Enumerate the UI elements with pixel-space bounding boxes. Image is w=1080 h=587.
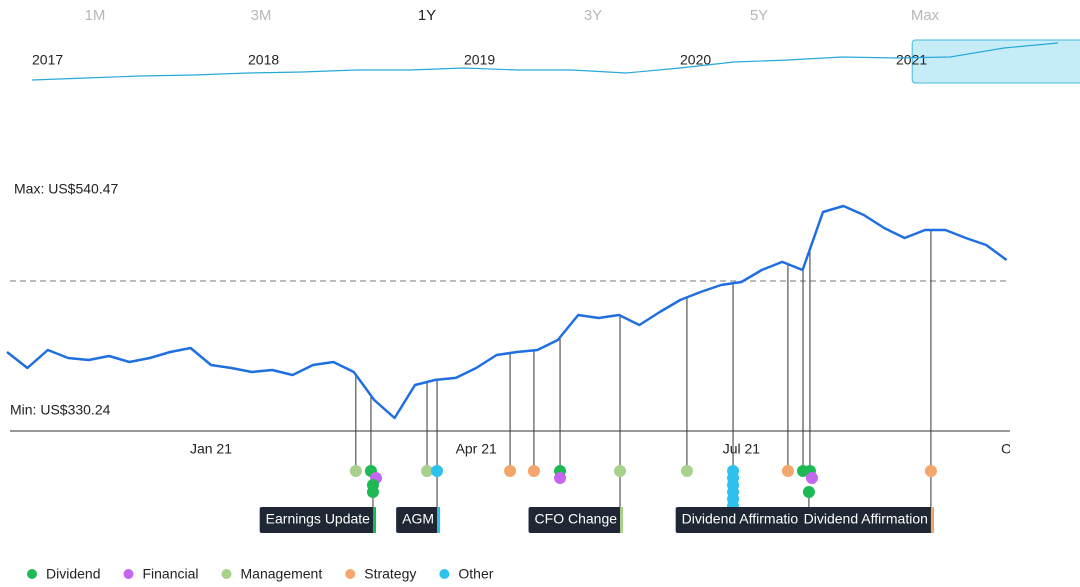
price-line xyxy=(31,42,1059,81)
event-label[interactable]: Dividend Affirmation xyxy=(797,507,934,533)
year-label: 2018 xyxy=(248,52,279,68)
min-label: Min: US$330.24 xyxy=(10,402,111,418)
label-text: CFO Change xyxy=(535,511,618,527)
label-bar xyxy=(930,507,934,533)
year-label: 2020 xyxy=(680,52,711,68)
label-box xyxy=(675,507,812,533)
range-button[interactable]: 1Y xyxy=(418,7,436,24)
legend-label[interactable]: Dividend xyxy=(46,566,100,582)
event-label[interactable]: AGM xyxy=(396,507,441,533)
event-marker[interactable] xyxy=(421,465,434,477)
event-marker[interactable] xyxy=(805,472,818,484)
legend-label[interactable]: Management xyxy=(241,566,323,582)
event-marker[interactable] xyxy=(680,465,693,477)
event-marker[interactable] xyxy=(802,486,815,498)
range-button[interactable]: 5Y xyxy=(750,7,768,24)
event-marker[interactable] xyxy=(349,465,362,477)
x-tick-label: Apr 21 xyxy=(456,441,497,457)
range-button[interactable]: 3M xyxy=(251,7,272,24)
legend-label[interactable]: Other xyxy=(458,566,493,582)
event-marker[interactable] xyxy=(366,486,379,498)
event-marker[interactable] xyxy=(614,465,627,477)
range-button[interactable]: 1M xyxy=(85,7,106,24)
label-box xyxy=(797,507,934,533)
legend-swatch[interactable] xyxy=(439,569,450,579)
legend-label[interactable]: Financial xyxy=(142,566,198,582)
range-button[interactable]: 3Y xyxy=(584,7,602,24)
event-marker[interactable] xyxy=(431,465,444,477)
legend-swatch[interactable] xyxy=(345,569,356,579)
event-marker[interactable] xyxy=(781,465,794,477)
max-label: Max: US$540.47 xyxy=(14,181,118,197)
label-text: Dividend Affirmation xyxy=(804,511,928,527)
label-bar xyxy=(372,507,376,533)
range-button[interactable]: Max xyxy=(911,7,940,24)
label-text: AGM xyxy=(402,511,434,527)
main-plot: Jan 21 Apr 21 Jul 21 O Earnings Update AGM CFO… xyxy=(6,204,1012,533)
label-text: Earnings Update xyxy=(266,511,371,527)
event-marker[interactable] xyxy=(504,465,517,477)
legend-swatch[interactable] xyxy=(123,569,134,579)
event-label[interactable]: CFO Change xyxy=(528,507,624,533)
label-bar xyxy=(620,507,624,533)
event-marker[interactable] xyxy=(554,472,567,484)
year-label: 2019 xyxy=(464,52,495,68)
label-bar xyxy=(437,507,441,533)
label-box xyxy=(259,507,376,533)
legend-label[interactable]: Strategy xyxy=(364,566,416,582)
year-label: 2017 xyxy=(32,52,63,68)
label-text: Dividend Affirmation xyxy=(682,511,806,527)
legend-swatch[interactable] xyxy=(221,569,232,579)
event-markers xyxy=(349,465,937,512)
label-box xyxy=(528,507,624,533)
event-label[interactable]: Dividend Affirmation xyxy=(675,507,812,533)
event-marker[interactable] xyxy=(924,465,937,477)
legend-swatch[interactable] xyxy=(27,569,37,579)
event-marker[interactable] xyxy=(527,465,540,477)
x-tick-label: O xyxy=(1001,441,1012,457)
year-label: 2021 xyxy=(896,52,927,68)
label-box xyxy=(396,507,441,533)
x-tick-label: Jan 21 xyxy=(190,441,232,457)
x-tick-label: Jul 21 xyxy=(723,441,761,457)
event-label[interactable]: Earnings Update xyxy=(259,507,376,533)
event-stems xyxy=(355,229,932,507)
price-line xyxy=(6,204,1008,420)
range-selection[interactable] xyxy=(911,39,1080,84)
